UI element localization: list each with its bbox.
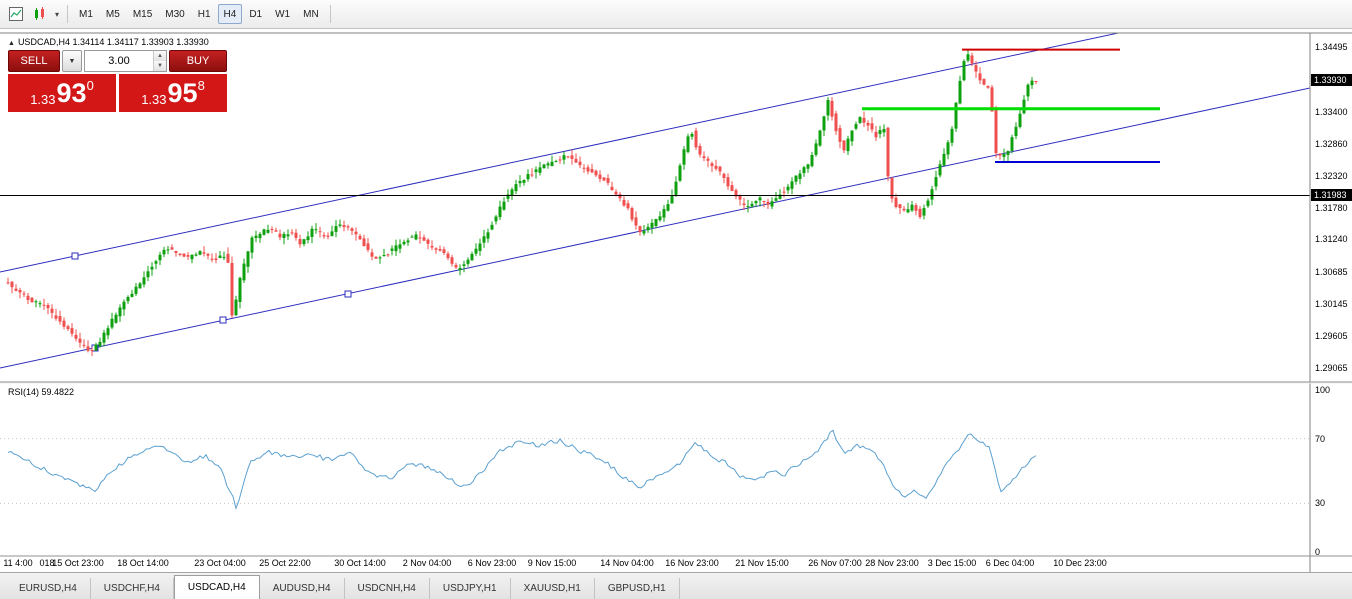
one-click-trade-panel: SELL ▼ ▲ ▼ BUY 1.33 93 0 1.33 95 8 xyxy=(8,50,227,112)
ohlc-values: 1.34114 1.34117 1.33903 1.33930 xyxy=(72,37,209,47)
rsi-axis-label: 30 xyxy=(1315,498,1326,509)
price-axis: 1.34495 1.33400 1.32860 1.32320 1.31780 1.312… xyxy=(1311,0,1352,599)
buy-price-big: 95 xyxy=(167,78,198,108)
volume-field-wrap: ▲ ▼ xyxy=(84,50,167,72)
chart-tab-eurusd[interactable]: EURUSD,H4 xyxy=(6,578,91,599)
date-axis-label: 6 Dec 04:00 xyxy=(985,558,1035,568)
chart-tab-bar: EURUSD,H4 USDCHF,H4 USDCAD,H4 AUDUSD,H4 USDC… xyxy=(0,572,1352,599)
volume-down-icon[interactable]: ▼ xyxy=(154,61,166,71)
timeframe-button-mn[interactable]: MN xyxy=(303,8,319,20)
chart-tab-gbpusd[interactable]: GBPUSD,H1 xyxy=(595,578,680,599)
timeframe-button-d1[interactable]: D1 xyxy=(249,8,263,20)
rsi-axis-label: 100 xyxy=(1315,385,1331,395)
timeframe-button-m15[interactable]: M15 xyxy=(132,8,153,20)
timeframe-group: M1 M5 M15 M30 H1 H4 D1 W1 MN xyxy=(73,4,325,24)
price-axis-label: 1.33400 xyxy=(1315,106,1348,117)
chart-title: ▲ USDCAD,H4 1.34114 1.34117 1.33903 1.339… xyxy=(8,37,209,47)
symbol-title: USDCAD,H4 xyxy=(17,37,70,47)
date-axis-label: 28 Nov 23:00 xyxy=(865,558,919,568)
date-axis-label: 10 Dec 23:00 xyxy=(1053,558,1107,568)
date-axis-label: 11 4:00 xyxy=(3,558,33,568)
price-axis-label: 1.31780 xyxy=(1315,202,1348,213)
timeframe-button-h4[interactable]: H4 xyxy=(217,4,243,24)
chart-tab-usdchf[interactable]: USDCHF,H4 xyxy=(91,578,174,599)
timeframe-button-w1[interactable]: W1 xyxy=(275,8,291,20)
sell-price-display[interactable]: 1.33 93 0 xyxy=(8,74,116,112)
timeframe-button-h1[interactable]: H1 xyxy=(197,8,211,20)
price-axis-label: 1.30145 xyxy=(1315,299,1348,310)
chart-window-icon[interactable] xyxy=(4,3,28,25)
chart-type-icon[interactable] xyxy=(28,3,52,25)
sell-price-small: 1.33 xyxy=(30,92,56,107)
symbol-marker-icon: ▲ xyxy=(8,40,15,47)
price-axis-label: 1.32320 xyxy=(1315,170,1348,181)
chart-tab-usdjpy[interactable]: USDJPY,H1 xyxy=(430,578,511,599)
sell-button[interactable]: SELL xyxy=(8,50,60,72)
rsi-indicator-label: RSI(14) 59.4822 xyxy=(8,387,75,397)
rsi-axis-label: 70 xyxy=(1315,433,1326,444)
rsi-axis-label: 0 xyxy=(1315,547,1321,557)
volume-dropdown[interactable]: ▼ xyxy=(62,50,82,72)
price-badge: 1.31983 xyxy=(1311,189,1352,202)
date-axis-label: 30 Oct 14:00 xyxy=(334,558,386,568)
chevron-down-icon[interactable]: ▾ xyxy=(54,9,59,19)
price-badge: 1.33930 xyxy=(1311,74,1352,87)
date-axis-label: 3 Dec 15:00 xyxy=(927,558,977,568)
buy-button[interactable]: BUY xyxy=(169,50,227,72)
date-axis: 11 4:00 018 15 Oct 23:00 18 Oct 14:00 23 Oct… xyxy=(0,558,1310,571)
date-axis-label: 25 Oct 22:00 xyxy=(259,558,311,568)
price-axis-label: 1.32860 xyxy=(1315,138,1348,149)
chart-tab-audusd[interactable]: AUDUSD,H4 xyxy=(260,578,345,599)
volume-stepper[interactable]: ▲ ▼ xyxy=(153,51,166,71)
price-axis-label: 1.30685 xyxy=(1315,267,1348,278)
sell-price-big: 93 xyxy=(56,78,87,108)
volume-input[interactable] xyxy=(85,51,153,71)
chart-tab-usdcnh[interactable]: USDCNH,H4 xyxy=(345,578,430,599)
toolbar: ▾ M1 M5 M15 M30 H1 H4 D1 W1 MN xyxy=(0,0,1352,29)
date-axis-label: 2 Nov 04:00 xyxy=(402,558,452,568)
chart-tab-xauusd[interactable]: XAUUSD,H1 xyxy=(511,578,595,599)
date-axis-label: 6 Nov 23:00 xyxy=(467,558,517,568)
date-axis-label: 15 Oct 23:00 xyxy=(52,558,104,568)
date-axis-label: 23 Oct 04:00 xyxy=(194,558,246,568)
date-axis-label: 26 Nov 07:00 xyxy=(808,558,862,568)
price-axis-label: 1.29605 xyxy=(1315,331,1348,342)
buy-price-sup: 8 xyxy=(197,78,205,93)
sell-price-sup: 0 xyxy=(86,78,94,93)
toolbar-separator xyxy=(67,5,68,23)
date-axis-label: 16 Nov 23:00 xyxy=(665,558,719,568)
date-axis-label: 018 xyxy=(39,558,55,568)
price-axis-label: 1.31240 xyxy=(1315,234,1348,245)
timeframe-button-m5[interactable]: M5 xyxy=(105,8,120,20)
price-axis-label: 1.29065 xyxy=(1315,363,1348,373)
buy-price-small: 1.33 xyxy=(141,92,167,107)
date-axis-label: 21 Nov 15:00 xyxy=(735,558,789,568)
volume-up-icon[interactable]: ▲ xyxy=(154,51,166,61)
chart-tab-usdcad[interactable]: USDCAD,H4 xyxy=(173,575,260,599)
buy-price-display[interactable]: 1.33 95 8 xyxy=(119,74,227,112)
toolbar-separator xyxy=(329,5,331,23)
date-axis-label: 14 Nov 04:00 xyxy=(600,558,654,568)
date-axis-label: 9 Nov 15:00 xyxy=(527,558,577,568)
price-axis-label: 1.34495 xyxy=(1315,42,1348,52)
timeframe-button-m1[interactable]: M1 xyxy=(79,8,93,20)
timeframe-button-m30[interactable]: M30 xyxy=(165,8,185,20)
date-axis-label: 18 Oct 14:00 xyxy=(117,558,169,568)
